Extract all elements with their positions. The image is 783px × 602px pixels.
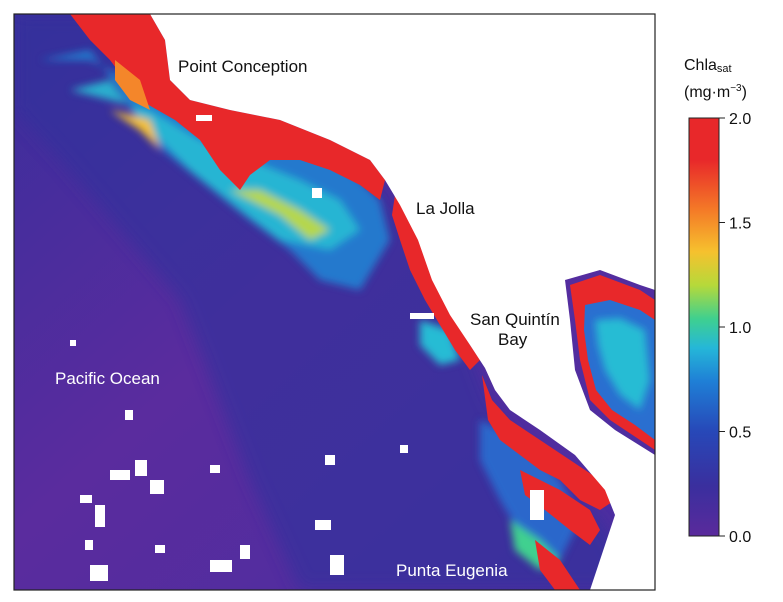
colorbar: 2.0 1.5 1.0 0.5 0.0 [688,111,751,546]
colorbar-title-sub: sat [716,63,732,75]
colorbar-tick-label: 0.5 [729,425,751,442]
label-pacific-ocean: Pacific Ocean [55,369,160,388]
colorbar-unit-open: (mg·m [684,84,731,101]
colorbar-unit-close: ) [741,84,747,101]
colorbar-ramp [688,117,720,537]
colorbar-tick-label: 1.5 [729,216,751,233]
label-san-quintin-bay: Bay [498,330,528,349]
gulf-of-california [570,275,655,450]
missing-data-specks [70,115,544,581]
map-frame [13,13,656,591]
colorbar-tick-label: 1.0 [729,320,751,337]
label-san-quintin: San Quintín [470,310,560,329]
colorbar-tick-label: 2.0 [729,111,751,128]
colorbar-unit-exp: −3 [730,83,742,94]
label-punta-eugenia: Punta Eugenia [396,561,508,580]
label-point-conception: Point Conception [178,57,307,76]
label-la-jolla: La Jolla [416,199,475,218]
colorbar-tick-label: 0.0 [729,529,751,546]
colorbar-ticks: 2.0 1.5 1.0 0.5 0.0 [719,111,751,546]
colorbar-title-main: Chla [684,57,717,74]
map-field [14,14,655,590]
colorbar-title: Chlasat (mg·m−3) [684,56,774,103]
land-mass [150,14,655,590]
